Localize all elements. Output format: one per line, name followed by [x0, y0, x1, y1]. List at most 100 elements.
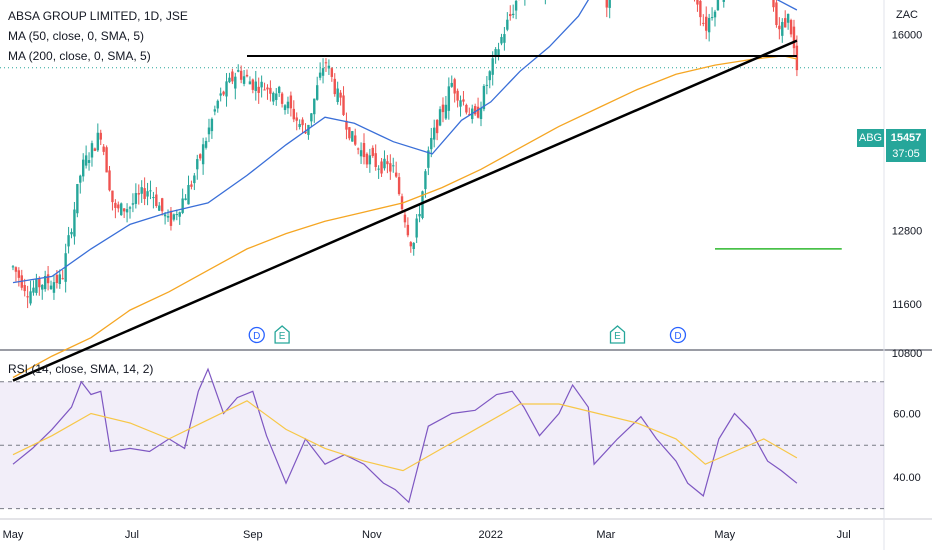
candle-body — [260, 81, 263, 88]
candle-body — [371, 147, 374, 156]
candle-body — [339, 92, 342, 98]
ma-line — [12, 0, 798, 284]
candle-body — [491, 58, 494, 75]
event-label: E — [614, 331, 621, 342]
candle-body — [494, 49, 497, 56]
candle-body — [368, 155, 372, 165]
candle-body — [304, 131, 307, 134]
candle-body — [356, 148, 360, 150]
candle-body — [394, 172, 398, 177]
candle-body — [377, 168, 380, 170]
candle-body — [365, 153, 369, 165]
candle-body — [438, 109, 442, 126]
candle-body — [269, 87, 272, 94]
candle-body — [476, 106, 480, 118]
candle-body — [503, 34, 506, 43]
candle-body — [160, 198, 164, 212]
candle-body — [213, 109, 217, 112]
candle-body — [26, 296, 29, 298]
candle-body — [181, 198, 184, 213]
candle-body — [283, 105, 287, 111]
candle-body — [67, 235, 70, 247]
candle-body — [52, 282, 56, 293]
candle-body — [403, 214, 407, 223]
event-label: E — [279, 331, 286, 342]
candle-body — [482, 85, 486, 110]
candle-body — [406, 224, 410, 236]
candle-body — [257, 86, 260, 93]
candle-body — [383, 158, 386, 169]
candle-body — [275, 93, 278, 100]
candle-body — [184, 198, 187, 201]
candle-body — [789, 20, 793, 35]
candle-body — [166, 216, 170, 218]
ma-line — [12, 55, 798, 379]
candle-body — [450, 82, 453, 87]
candle-body — [784, 18, 787, 28]
candle-body — [149, 190, 152, 192]
candle-body — [93, 148, 97, 151]
candle-body — [49, 285, 53, 290]
candle-body — [169, 210, 173, 226]
time-tick-label: Jul — [837, 529, 851, 541]
candle-body — [380, 161, 383, 174]
candle-body — [362, 143, 366, 158]
candle-body — [468, 114, 471, 116]
candle-body — [204, 140, 208, 148]
candle-body — [234, 76, 237, 89]
rsi-ma-line — [12, 400, 798, 472]
candle-body — [710, 17, 714, 19]
earnings-event-icon: E — [274, 325, 290, 344]
candle-body — [342, 95, 345, 115]
time-tick-label: 2022 — [479, 529, 503, 541]
candle-body — [786, 13, 790, 23]
event-label: D — [253, 331, 260, 342]
candle-body — [102, 146, 105, 152]
candle-body — [219, 93, 222, 96]
candle-body — [286, 101, 290, 109]
candle-body — [327, 65, 331, 69]
candle-body — [795, 45, 799, 71]
chart-title: ABSA GROUP LIMITED, 1D, JSE — [8, 9, 188, 23]
candle-body — [462, 99, 465, 102]
candle-body — [716, 0, 720, 11]
candle-body — [225, 81, 228, 97]
candle-body — [427, 150, 430, 168]
candle-body — [23, 285, 26, 292]
candle-body — [705, 16, 708, 31]
candle-body — [201, 144, 205, 165]
trend-line — [12, 39, 798, 382]
candle-body — [128, 207, 132, 209]
candle-body — [313, 98, 316, 115]
candle-body — [509, 14, 512, 17]
candle-body — [41, 284, 44, 290]
candle-body — [321, 68, 325, 76]
candle-body — [108, 170, 111, 191]
candle-body — [447, 86, 451, 111]
candle-body — [99, 132, 102, 140]
candle-body — [272, 92, 275, 102]
candle-body — [242, 76, 246, 84]
candle-body — [310, 113, 313, 122]
rsi-line — [12, 367, 798, 504]
candle-body — [465, 104, 468, 113]
candle-body — [237, 70, 240, 72]
countdown-tag: 37:05 — [886, 146, 926, 162]
candle-body — [699, 0, 702, 18]
time-tick-label: Sep — [243, 529, 263, 541]
candle-body — [722, 0, 725, 2]
time-tick-label: Nov — [362, 529, 382, 541]
candle-body — [424, 171, 427, 190]
candle-body — [295, 117, 298, 121]
candles — [11, 0, 799, 309]
candle-body — [511, 13, 515, 15]
candle-body — [43, 275, 47, 290]
candle-body — [444, 104, 448, 119]
candle-body — [280, 93, 284, 104]
candle-body — [155, 194, 158, 206]
candle-body — [73, 209, 76, 237]
time-tick-label: May — [714, 529, 735, 541]
price-tick-label: 11600 — [892, 299, 922, 311]
currency-label: ZAC — [896, 9, 918, 21]
